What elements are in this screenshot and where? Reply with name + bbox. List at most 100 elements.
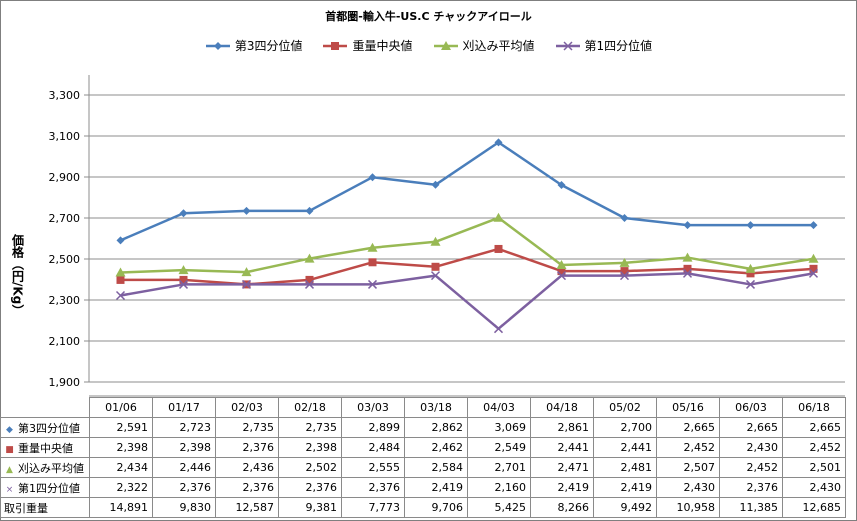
- data-label: 2,434: [89, 457, 153, 478]
- data-point-marker: [745, 279, 756, 289]
- data-point-marker: [556, 259, 567, 269]
- data-label: 2,436: [215, 457, 279, 478]
- data-label: 2,735: [278, 417, 342, 438]
- data-label: 2,484: [341, 437, 405, 458]
- data-label: 2,452: [656, 437, 720, 458]
- data-label: 2,481: [593, 457, 657, 478]
- legend-item-1: 第3四分位値: [205, 37, 303, 54]
- y-tick-label: 3,300: [49, 89, 81, 102]
- series-line-4: [120, 272, 814, 330]
- table-row-header: ◆ 第3四分位値: [0, 417, 90, 438]
- data-point-marker: [430, 271, 441, 281]
- legend-key-icon: ×: [5, 484, 14, 495]
- data-label: 9,830: [152, 497, 216, 518]
- data-point-marker: [367, 242, 378, 252]
- data-point-marker: [620, 214, 629, 222]
- series-line-2: [120, 247, 814, 286]
- data-label: 2,398: [89, 437, 153, 458]
- data-label: 2,430: [719, 437, 783, 458]
- y-tick-label: 2,900: [49, 171, 81, 184]
- data-point-marker: [494, 244, 503, 253]
- data-label: 11,385: [719, 497, 783, 518]
- data-label: 2,502: [278, 457, 342, 478]
- table-row-header: × 第1四分位値: [0, 477, 90, 498]
- data-label: 2,899: [341, 417, 405, 438]
- data-table: 01/06 01/17 02/03 02/18 03/03 03/18 04/03 04/18…: [0, 397, 846, 518]
- data-point-marker: [682, 268, 693, 278]
- legend-label: 第3四分位値: [234, 39, 303, 53]
- data-point-marker: [809, 221, 818, 230]
- series-name: 第1四分位値: [18, 481, 80, 495]
- data-point-marker: [746, 269, 755, 278]
- y-tick-label: 3,100: [49, 130, 81, 143]
- data-point-marker: [493, 212, 504, 222]
- data-label: 2,555: [341, 457, 405, 478]
- data-point-marker: [367, 279, 378, 289]
- data-label: 5,425: [467, 497, 531, 518]
- table-row-header: 取引重量: [0, 497, 90, 518]
- data-label: 10,958: [656, 497, 720, 518]
- data-point-marker: [430, 236, 441, 246]
- data-point-marker: [304, 279, 315, 289]
- data-point-marker: [179, 275, 188, 284]
- data-label: 2,452: [782, 437, 846, 458]
- series-name: 重量中央値: [18, 441, 73, 455]
- data-point-marker: [683, 221, 692, 230]
- data-label: 2,591: [89, 417, 153, 438]
- data-point-marker: [494, 138, 503, 147]
- data-label: 2,462: [404, 437, 468, 458]
- data-point-marker: [808, 253, 819, 263]
- x-tick-label: 01/06: [89, 397, 153, 418]
- legend-marker: [440, 40, 451, 50]
- data-point-marker: [241, 267, 252, 277]
- data-label: 2,471: [530, 457, 594, 478]
- data-point-marker: [619, 257, 630, 267]
- data-point-marker: [305, 275, 314, 284]
- data-label: 2,584: [404, 457, 468, 478]
- data-label: 12,685: [782, 497, 846, 518]
- data-label: 2,376: [215, 477, 279, 498]
- data-label: 2,419: [404, 477, 468, 498]
- legend-swatch: [205, 41, 230, 50]
- data-point-marker: [179, 209, 188, 218]
- data-point-marker: [368, 173, 377, 182]
- legend-item-4: 第1四分位値: [555, 37, 652, 54]
- data-label: 2,419: [593, 477, 657, 498]
- data-label: 2,665: [656, 417, 720, 438]
- data-label: 2,376: [215, 437, 279, 458]
- legend-marker: [213, 41, 222, 50]
- chart-title: 首都圏-輸入牛-US.C チャックアイロール: [325, 10, 532, 23]
- data-point-marker: [619, 271, 630, 281]
- series-line-3: [120, 216, 814, 274]
- data-label: 9,706: [404, 497, 468, 518]
- data-point-marker: [682, 252, 693, 262]
- data-point-marker: [431, 180, 440, 189]
- data-label: 2,452: [719, 457, 783, 478]
- legend-label: 刈込み平均値: [462, 39, 535, 53]
- x-tick-label: 03/03: [341, 397, 405, 418]
- data-point-marker: [241, 279, 252, 289]
- data-label: 12,587: [215, 497, 279, 518]
- data-point-marker: [431, 262, 440, 271]
- data-label: 2,665: [719, 417, 783, 438]
- data-label: 2,322: [89, 477, 153, 498]
- legend-key-icon: ▲: [6, 464, 13, 475]
- y-axis-label-box: 価格（円/Kg）: [5, 190, 31, 360]
- data-point-marker: [242, 206, 251, 215]
- legend-swatch: [433, 40, 458, 50]
- data-point-marker: [746, 221, 755, 230]
- data-point-marker: [809, 264, 818, 273]
- x-tick-label: 06/18: [782, 397, 846, 418]
- line-chart: 1,900 2,100 2,300 2,500 2,700 2,900 3,100 3,300: [49, 75, 845, 397]
- data-label: 2,446: [152, 457, 216, 478]
- x-tick-label: 02/18: [278, 397, 342, 418]
- data-point-marker: [557, 267, 566, 276]
- data-point-marker: [557, 180, 566, 189]
- data-point-marker: [493, 324, 504, 334]
- data-label: 2,398: [152, 437, 216, 458]
- legend-marker: [331, 41, 340, 50]
- y-tick-label: 2,500: [49, 253, 81, 266]
- series-name: 第3四分位値: [18, 421, 80, 435]
- x-tick-label: 04/18: [530, 397, 594, 418]
- data-label: 2,419: [530, 477, 594, 498]
